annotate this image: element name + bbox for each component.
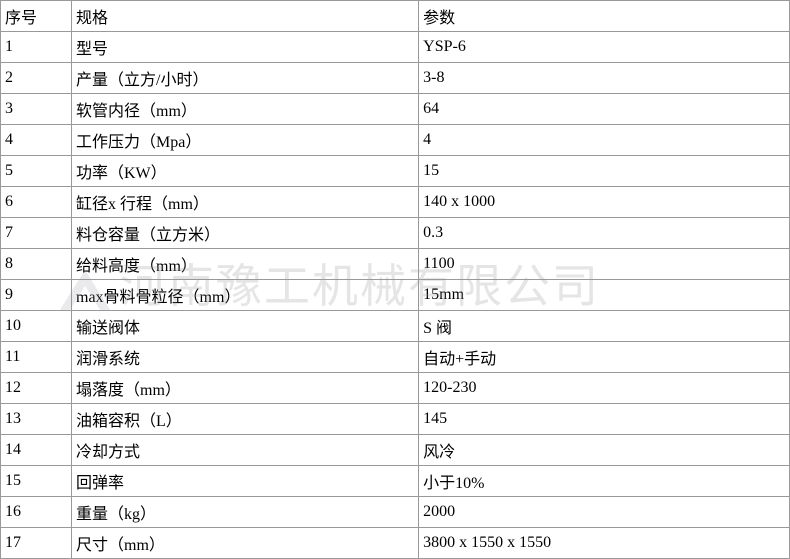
- cell-num: 13: [1, 404, 72, 435]
- header-param: 参数: [419, 1, 790, 32]
- cell-num: 17: [1, 528, 72, 559]
- cell-num: 14: [1, 435, 72, 466]
- table-row: 17尺寸（mm）3800 x 1550 x 1550: [1, 528, 790, 559]
- cell-param: 3-8: [419, 63, 790, 94]
- cell-param: 15mm: [419, 280, 790, 311]
- cell-spec: 料仓容量（立方米）: [72, 218, 419, 249]
- header-spec: 规格: [72, 1, 419, 32]
- table-row: 6缸径x 行程（mm）140 x 1000: [1, 187, 790, 218]
- cell-num: 16: [1, 497, 72, 528]
- cell-spec: 软管内径（mm）: [72, 94, 419, 125]
- cell-param: 4: [419, 125, 790, 156]
- cell-spec: 功率（KW）: [72, 156, 419, 187]
- table-row: 11润滑系统自动+手动: [1, 342, 790, 373]
- cell-num: 10: [1, 311, 72, 342]
- cell-num: 3: [1, 94, 72, 125]
- table-row: 4工作压力（Mpa）4: [1, 125, 790, 156]
- table-row: 15回弹率小于10%: [1, 466, 790, 497]
- cell-param: 64: [419, 94, 790, 125]
- cell-param: S 阀: [419, 311, 790, 342]
- cell-num: 2: [1, 63, 72, 94]
- cell-param: YSP-6: [419, 32, 790, 63]
- table-row: 10输送阀体S 阀: [1, 311, 790, 342]
- table-row: 5功率（KW）15: [1, 156, 790, 187]
- cell-param: 1100: [419, 249, 790, 280]
- table-row: 12塌落度（mm）120-230: [1, 373, 790, 404]
- cell-spec: 回弹率: [72, 466, 419, 497]
- cell-num: 9: [1, 280, 72, 311]
- cell-param: 140 x 1000: [419, 187, 790, 218]
- cell-param: 风冷: [419, 435, 790, 466]
- cell-num: 6: [1, 187, 72, 218]
- cell-param: 小于10%: [419, 466, 790, 497]
- cell-spec: 塌落度（mm）: [72, 373, 419, 404]
- table-row: 2产量（立方/小时）3-8: [1, 63, 790, 94]
- cell-num: 4: [1, 125, 72, 156]
- cell-num: 1: [1, 32, 72, 63]
- cell-num: 8: [1, 249, 72, 280]
- cell-spec: 冷却方式: [72, 435, 419, 466]
- table-row: 7料仓容量（立方米）0.3: [1, 218, 790, 249]
- cell-spec: 尺寸（mm）: [72, 528, 419, 559]
- cell-param: 120-230: [419, 373, 790, 404]
- table-header-row: 序号 规格 参数: [1, 1, 790, 32]
- table-body: 1型号YSP-62产量（立方/小时）3-83软管内径（mm）644工作压力（Mp…: [1, 32, 790, 559]
- cell-num: 12: [1, 373, 72, 404]
- cell-spec: 重量（kg）: [72, 497, 419, 528]
- cell-num: 5: [1, 156, 72, 187]
- cell-num: 7: [1, 218, 72, 249]
- cell-num: 11: [1, 342, 72, 373]
- cell-spec: 工作压力（Mpa）: [72, 125, 419, 156]
- table-row: 14冷却方式风冷: [1, 435, 790, 466]
- cell-param: 3800 x 1550 x 1550: [419, 528, 790, 559]
- cell-spec: 缸径x 行程（mm）: [72, 187, 419, 218]
- cell-num: 15: [1, 466, 72, 497]
- spec-table: 序号 规格 参数 1型号YSP-62产量（立方/小时）3-83软管内径（mm）6…: [0, 0, 790, 559]
- cell-spec: 型号: [72, 32, 419, 63]
- cell-param: 15: [419, 156, 790, 187]
- cell-spec: 给料高度（mm）: [72, 249, 419, 280]
- cell-spec: 输送阀体: [72, 311, 419, 342]
- cell-param: 自动+手动: [419, 342, 790, 373]
- cell-spec: max骨料骨粒径（mm）: [72, 280, 419, 311]
- table-row: 1型号YSP-6: [1, 32, 790, 63]
- cell-spec: 润滑系统: [72, 342, 419, 373]
- cell-spec: 产量（立方/小时）: [72, 63, 419, 94]
- table-row: 3软管内径（mm）64: [1, 94, 790, 125]
- cell-param: 0.3: [419, 218, 790, 249]
- table-row: 8给料高度（mm）1100: [1, 249, 790, 280]
- cell-param: 2000: [419, 497, 790, 528]
- cell-param: 145: [419, 404, 790, 435]
- table-row: 13油箱容积（L）145: [1, 404, 790, 435]
- header-num: 序号: [1, 1, 72, 32]
- table-row: 16重量（kg）2000: [1, 497, 790, 528]
- cell-spec: 油箱容积（L）: [72, 404, 419, 435]
- table-row: 9max骨料骨粒径（mm）15mm: [1, 280, 790, 311]
